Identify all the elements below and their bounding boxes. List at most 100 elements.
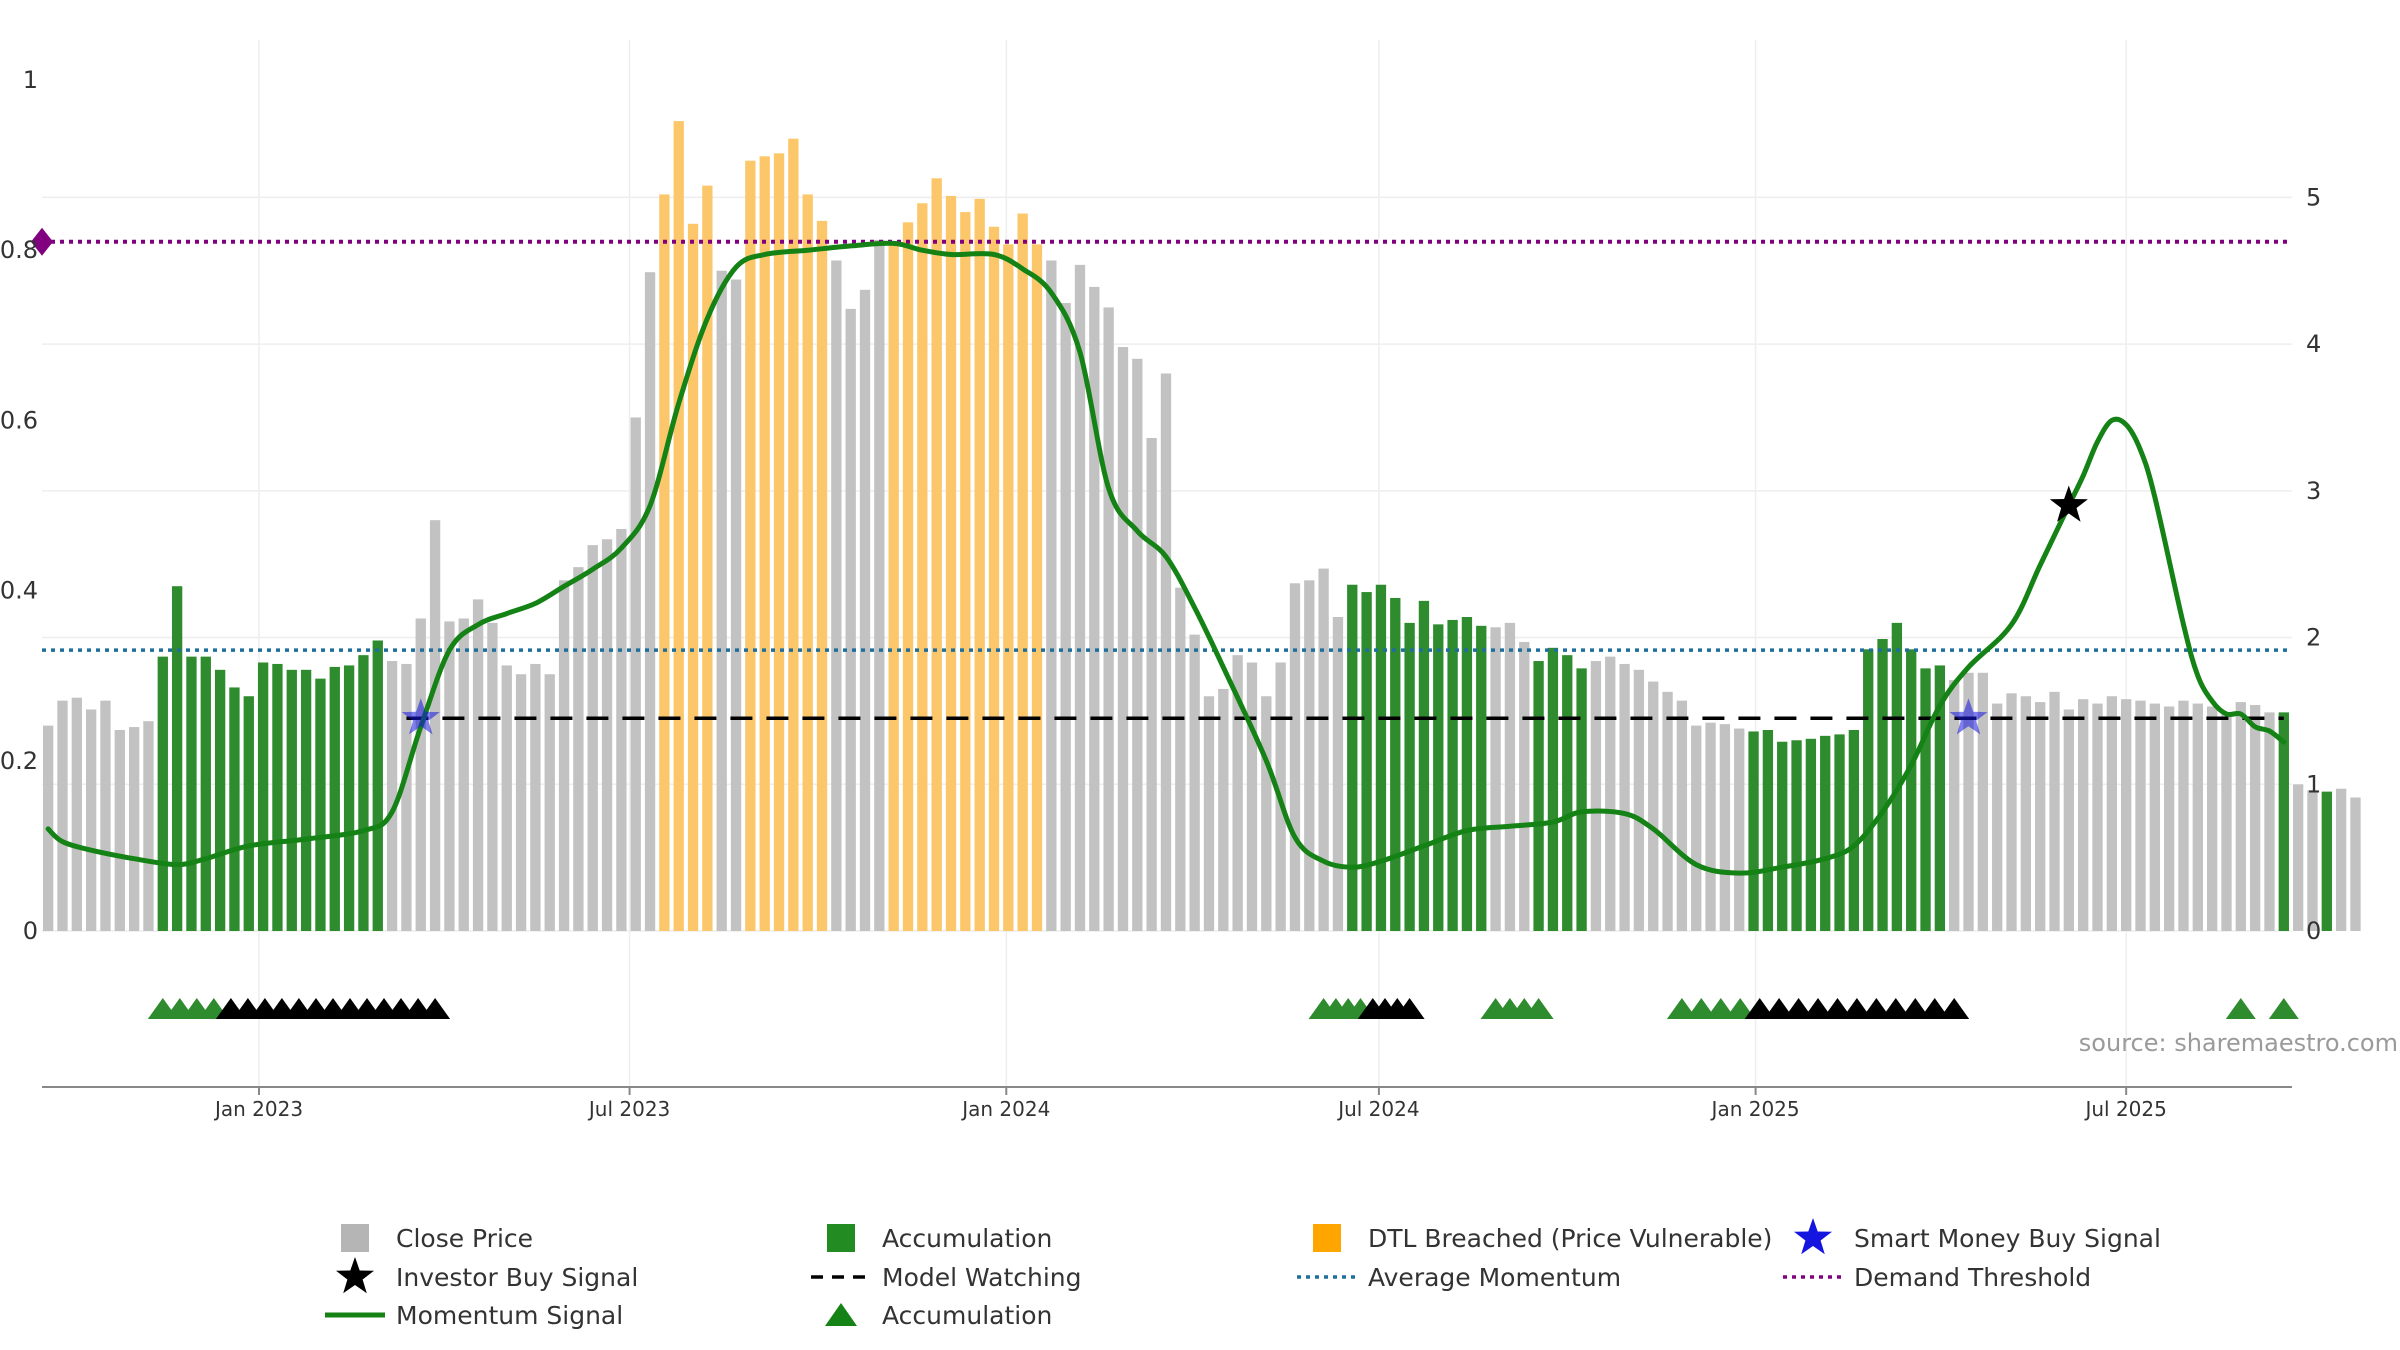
right-y-tick-label: 5 (2306, 183, 2321, 211)
accumulation-triangle (1880, 998, 1911, 1019)
accumulation-bar (1461, 617, 1473, 931)
close-price-bar (85, 709, 97, 931)
legend-triangle-icon (825, 1303, 857, 1326)
close-price-bar (573, 567, 584, 931)
legend-square-icon (827, 1224, 855, 1252)
close-price-bar (386, 661, 398, 931)
close-price-bar (1332, 617, 1344, 931)
accumulation-bar (1762, 729, 1774, 931)
close-price-bar (874, 239, 885, 931)
legend: Close Price Accumulation DTL Breached (Pri… (325, 1218, 2161, 1330)
close-price-bar (128, 727, 140, 931)
accumulation-bar (214, 669, 226, 931)
accumulation-bar (286, 669, 297, 931)
dtl-breached-bar (816, 220, 828, 932)
accumulation-bar (300, 669, 312, 931)
close-price-bar (1590, 661, 1602, 931)
close-price-bar (1648, 681, 1659, 931)
accumulation-bar (315, 678, 326, 931)
close-price-bar (1519, 641, 1530, 931)
close-price-bar (515, 674, 527, 931)
x-tick-label: Jul 2025 (2083, 1097, 2166, 1121)
accumulation-triangle (1803, 998, 1833, 1019)
accumulation-bar (200, 656, 211, 931)
legend-star-icon (1794, 1218, 1832, 1255)
x-tick-label: Jan 2023 (213, 1097, 303, 1121)
accumulation-bar (343, 665, 355, 931)
close-price-bar (616, 528, 627, 931)
legend-label: Accumulation (882, 1224, 1052, 1253)
close-price-bar (1074, 264, 1086, 931)
close-price-bar (143, 721, 154, 931)
accumulation-bar (1748, 731, 1759, 931)
accumulation-bar (1404, 622, 1415, 931)
momentum-layer (45, 240, 2287, 876)
accumulation-bar (1418, 600, 1430, 931)
accumulation-triangle (2268, 998, 2299, 1019)
demand-threshold-diamond (31, 227, 53, 256)
legend-label: DTL Breached (Price Vulnerable) (1368, 1224, 1772, 1253)
dtl-breached-bar (745, 160, 756, 931)
close-price-bar (716, 270, 727, 931)
close-price-bar (2020, 696, 2032, 931)
left-y-tick-label: 0 (23, 917, 38, 945)
accumulation-bar (1361, 592, 1372, 931)
accumulation-triangle (1841, 998, 1872, 1019)
accumulation-bar (186, 656, 197, 931)
close-price-bar (630, 417, 641, 932)
accumulation-bar (1820, 735, 1831, 931)
dtl-breached-bar (687, 223, 699, 932)
accumulation-bar (171, 586, 183, 931)
close-price-bar (1060, 303, 1071, 931)
close-price-bar (2350, 797, 2361, 931)
accumulation-bar (1934, 665, 1946, 931)
accumulation-bar (157, 656, 168, 931)
close-price-bar (587, 545, 598, 931)
close-price-bar (1203, 696, 1215, 931)
close-price-bar (472, 599, 484, 931)
close-price-bar (544, 674, 555, 931)
close-price-bar (2063, 709, 2074, 931)
dtl-breached-bar (974, 198, 985, 932)
close-price-bar (57, 700, 68, 931)
close-price-bar (1304, 580, 1315, 931)
accumulation-triangle (1744, 998, 1775, 1019)
accumulation-triangle (420, 998, 451, 1019)
accumulation-bar (1906, 649, 1917, 931)
smart-money-buy-star (1949, 698, 1988, 735)
close-price-bar (2035, 702, 2046, 931)
close-price-bar (1662, 691, 1673, 931)
accumulation-triangle (1939, 998, 1970, 1019)
close-price-bar (2006, 693, 2017, 931)
accumulation-bar (1562, 655, 1573, 931)
dtl-breached-bar (702, 185, 713, 931)
close-price-bar (2149, 703, 2160, 931)
accumulation-bar (1533, 661, 1544, 931)
legend-label: Model Watching (882, 1263, 1082, 1292)
dtl-breached-bar (1003, 244, 1014, 931)
accumulation-bar (1891, 622, 1903, 931)
dtl-breached-bar (802, 194, 813, 931)
close-price-bar (487, 622, 498, 931)
signal-markers (31, 227, 2299, 1019)
accumulation-triangle (1394, 998, 1425, 1019)
legend-label: Accumulation (882, 1301, 1052, 1330)
close-price-bar (1605, 656, 1616, 931)
close-price-bar (1089, 286, 1100, 931)
close-price-bar (71, 697, 82, 931)
legend-label: Investor Buy Signal (396, 1263, 638, 1292)
legend-label: Momentum Signal (396, 1301, 623, 1330)
accumulation-triangle (1705, 998, 1736, 1019)
close-price-bar (1218, 688, 1229, 931)
accumulation-triangle (1861, 998, 1892, 1019)
dtl-breached-bar (673, 121, 684, 931)
close-price-bar (2078, 699, 2089, 931)
legend-square-icon (341, 1224, 369, 1252)
accumulation-triangle (1686, 998, 1717, 1019)
accumulation-bar (1920, 668, 1931, 931)
close-price-bar (2249, 705, 2261, 931)
close-price-bar (1504, 622, 1516, 931)
accumulation-bar (1433, 624, 1444, 931)
legend-label: Smart Money Buy Signal (1854, 1224, 2161, 1253)
